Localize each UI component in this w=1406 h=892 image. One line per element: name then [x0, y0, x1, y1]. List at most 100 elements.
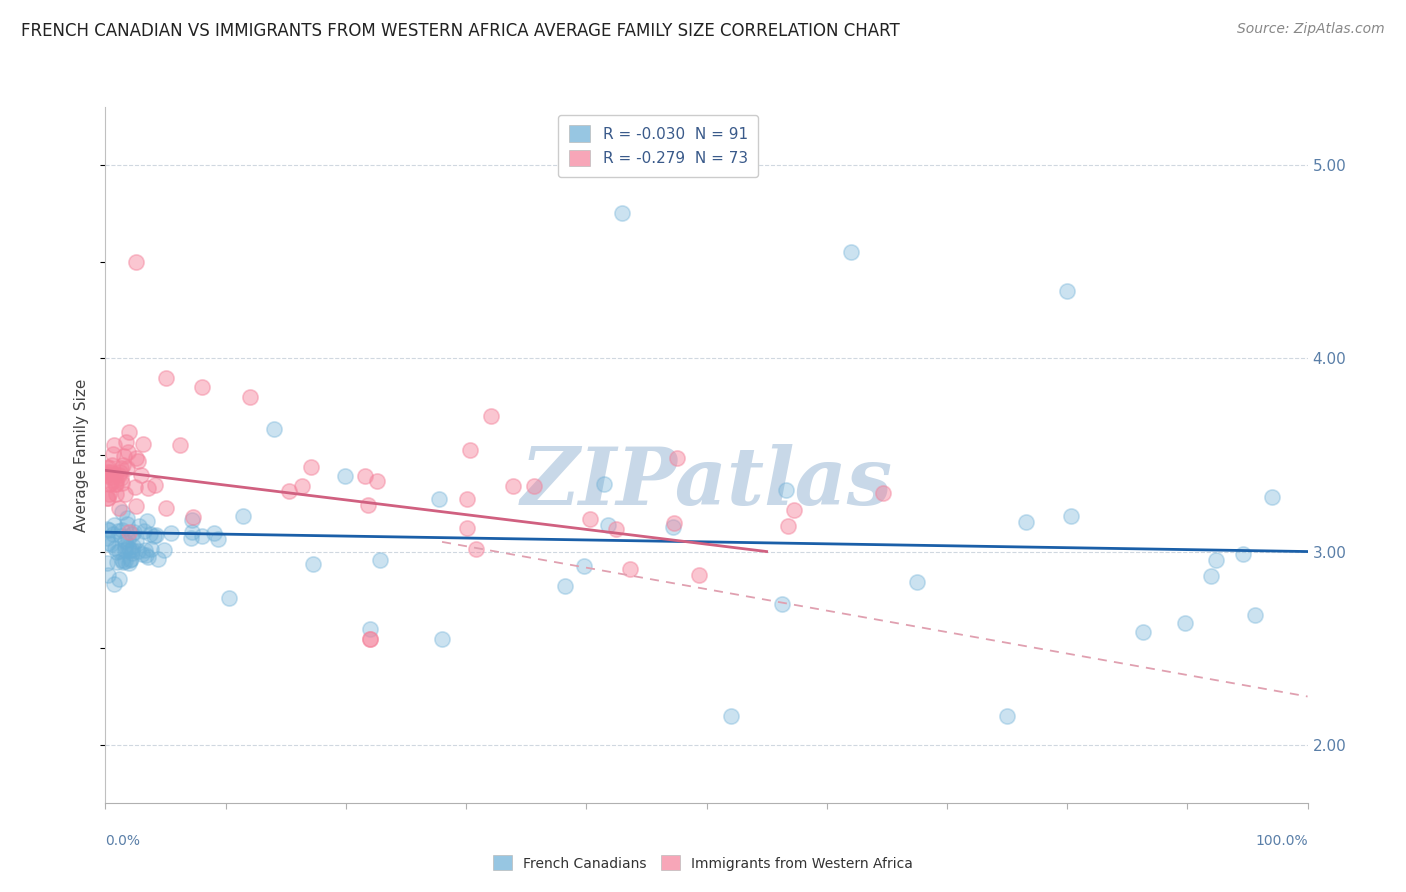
Point	[118, 542, 141, 557]
Point	[108, 468, 131, 483]
Point	[278, 484, 301, 499]
Point	[776, 518, 799, 533]
Point	[523, 478, 546, 492]
Point	[191, 529, 214, 543]
Point	[110, 460, 132, 475]
Point	[688, 567, 710, 582]
Point	[333, 469, 356, 483]
Point	[117, 532, 139, 546]
Point	[138, 549, 160, 564]
Point	[1056, 284, 1078, 298]
Point	[169, 438, 191, 452]
Point	[110, 529, 132, 543]
Point	[111, 523, 134, 537]
Point	[114, 539, 136, 553]
Point	[427, 491, 450, 506]
Point	[108, 500, 131, 515]
Point	[592, 477, 614, 491]
Point	[368, 553, 391, 567]
Point	[357, 499, 380, 513]
Point	[118, 425, 141, 440]
Point	[1132, 625, 1154, 640]
Point	[202, 525, 225, 540]
Point	[120, 553, 142, 567]
Point	[96, 467, 118, 481]
Point	[103, 438, 125, 452]
Point	[101, 458, 124, 473]
Point	[190, 380, 212, 394]
Point	[110, 470, 132, 484]
Point	[143, 529, 166, 543]
Point	[120, 552, 142, 566]
Point	[181, 510, 204, 524]
Point	[1199, 568, 1222, 582]
Point	[112, 458, 135, 472]
Point	[111, 553, 134, 567]
Point	[502, 478, 524, 492]
Point	[115, 435, 138, 450]
Point	[1243, 608, 1265, 623]
Point	[579, 512, 602, 526]
Point	[100, 476, 122, 491]
Point	[239, 390, 262, 404]
Point	[145, 528, 167, 542]
Point	[720, 708, 742, 723]
Legend: French Canadians, Immigrants from Western Africa: French Canadians, Immigrants from Wester…	[488, 850, 918, 876]
Point	[115, 461, 138, 475]
Point	[572, 559, 595, 574]
Point	[181, 525, 204, 540]
Y-axis label: Average Family Size: Average Family Size	[75, 378, 90, 532]
Point	[124, 254, 146, 268]
Point	[619, 562, 641, 576]
Point	[1260, 491, 1282, 505]
Point	[108, 572, 131, 586]
Point	[1060, 508, 1083, 523]
Point	[905, 574, 928, 589]
Point	[105, 545, 128, 559]
Text: Source: ZipAtlas.com: Source: ZipAtlas.com	[1237, 22, 1385, 37]
Point	[105, 476, 128, 491]
Point	[129, 467, 152, 482]
Point	[121, 543, 143, 558]
Point	[143, 478, 166, 492]
Point	[132, 437, 155, 451]
Point	[124, 480, 146, 494]
Point	[180, 531, 202, 545]
Point	[100, 537, 122, 551]
Point	[995, 708, 1018, 723]
Point	[97, 487, 120, 501]
Point	[299, 460, 322, 475]
Point	[458, 443, 481, 458]
Point	[131, 547, 153, 561]
Point	[97, 568, 120, 582]
Point	[135, 548, 157, 562]
Point	[104, 541, 127, 555]
Point	[118, 557, 141, 571]
Point	[101, 447, 124, 461]
Point	[554, 579, 576, 593]
Point	[97, 523, 120, 537]
Point	[122, 539, 145, 553]
Point	[96, 465, 118, 479]
Point	[103, 576, 125, 591]
Text: ZIPatlas: ZIPatlas	[520, 444, 893, 522]
Point	[135, 514, 157, 528]
Point	[114, 554, 136, 568]
Point	[1174, 616, 1197, 631]
Point	[98, 477, 121, 491]
Point	[479, 409, 502, 423]
Point	[155, 370, 177, 384]
Point	[98, 470, 121, 484]
Point	[107, 524, 129, 539]
Point	[114, 542, 136, 557]
Point	[112, 450, 135, 464]
Point	[464, 542, 486, 557]
Point	[598, 518, 620, 533]
Point	[353, 468, 375, 483]
Point	[141, 542, 163, 557]
Point	[138, 481, 160, 495]
Point	[232, 509, 254, 524]
Point	[114, 534, 136, 549]
Text: 100.0%: 100.0%	[1256, 834, 1308, 848]
Point	[1232, 548, 1254, 562]
